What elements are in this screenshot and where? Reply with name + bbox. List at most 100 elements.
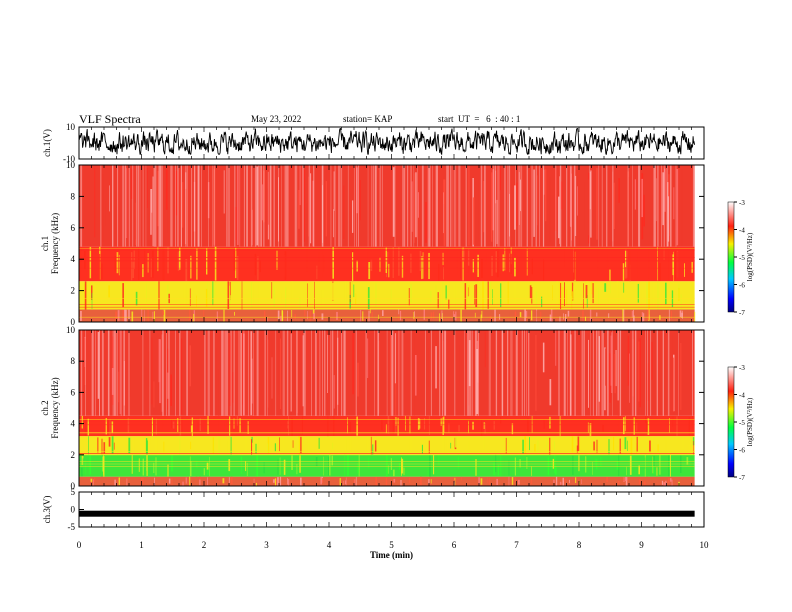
- spectrogram-streak: [647, 330, 648, 416]
- spectrogram-streak: [243, 165, 245, 247]
- spectrogram-streak: [186, 283, 188, 310]
- spectrogram-streak: [185, 477, 187, 484]
- spectrogram-streak: [462, 247, 464, 281]
- spectrogram-streak: [136, 165, 137, 247]
- spectrogram-streak: [81, 478, 83, 486]
- spectrogram-streak: [226, 330, 227, 416]
- spectrogram-streak: [546, 440, 548, 447]
- spectrogram-streak: [605, 348, 607, 386]
- spectrogram-streak: [209, 330, 211, 415]
- spectrogram-streak: [306, 203, 308, 245]
- spectrogram-streak: [428, 440, 430, 454]
- spectrogram-streak: [413, 312, 415, 320]
- spectrogram-streak: [345, 330, 346, 416]
- spectrogram-streak: [631, 310, 633, 318]
- spectrogram-streak: [356, 416, 358, 436]
- spectrogram-streak: [152, 250, 154, 278]
- spectrogram-streak: [304, 330, 305, 416]
- spectrogram-streak: [468, 330, 470, 416]
- spectrogram-streak: [638, 479, 641, 485]
- spectrogram-streak: [270, 165, 272, 247]
- spectrogram-streak: [332, 442, 334, 449]
- spectrogram-streak: [436, 165, 438, 247]
- spectrogram-streak: [577, 186, 578, 216]
- spectrogram-streak: [661, 165, 663, 247]
- y-axis-label: Frequency (kHz): [50, 213, 60, 274]
- spectrogram-streak: [442, 252, 444, 266]
- spectrogram-streak: [645, 482, 647, 486]
- spectrogram-streak: [263, 170, 265, 223]
- spectrogram-streak: [477, 330, 479, 416]
- spectrogram-streak: [243, 333, 245, 416]
- spectrogram-streak: [287, 310, 288, 322]
- spectrogram-streak: [155, 418, 157, 435]
- spectrogram-streak: [277, 459, 279, 475]
- spectrogram-streak: [550, 309, 553, 322]
- spectrogram-streak: [163, 330, 164, 416]
- spectrogram-streak: [441, 310, 443, 322]
- spectrogram-streak: [428, 479, 430, 485]
- spectrogram-streak: [267, 330, 268, 416]
- spectrogram-streak: [238, 330, 239, 416]
- spectrogram-streak: [480, 478, 483, 485]
- spectrogram-streak: [537, 361, 538, 397]
- y-tick-label: 4: [71, 419, 76, 429]
- spectrogram-streak: [124, 330, 125, 416]
- spectrogram-streak: [516, 330, 518, 416]
- spectrogram-streak: [401, 255, 404, 278]
- spectrogram-streak: [371, 165, 373, 247]
- spectrogram-streak: [589, 423, 592, 436]
- spectrogram-streak: [569, 330, 571, 416]
- spectrogram-streak: [343, 330, 345, 416]
- spectrogram-streak: [315, 457, 318, 467]
- spectrogram-streak: [280, 292, 282, 303]
- spectrogram-streak: [308, 176, 310, 237]
- spectrogram-streak: [377, 330, 379, 416]
- spectrogram-streak: [284, 254, 286, 277]
- spectrogram-streak: [250, 331, 252, 416]
- spectrogram-streak: [558, 196, 560, 239]
- spectrogram-streak: [510, 330, 512, 416]
- y-tick-label: 6: [71, 387, 76, 397]
- spectrogram-streak: [631, 330, 633, 416]
- spectrogram-streak: [450, 165, 452, 247]
- spectrogram-streak: [312, 309, 315, 314]
- spectrogram-streak: [607, 330, 609, 416]
- spectrogram-streak: [614, 354, 616, 394]
- spectrogram-streak: [665, 436, 667, 454]
- spectrogram-streak: [609, 353, 611, 403]
- spectrogram-streak: [567, 330, 568, 416]
- spectrogram-streak: [387, 465, 389, 474]
- spectrogram-streak: [125, 286, 127, 307]
- spectrogram-streak: [269, 169, 271, 241]
- spectrogram-streak: [207, 282, 208, 298]
- spectrogram-streak: [228, 165, 230, 247]
- spectrogram-streak: [678, 330, 679, 416]
- spectrogram-streak: [185, 311, 187, 317]
- y-axis-label: Frequency (kHz): [50, 377, 60, 438]
- spectrogram-streak: [654, 165, 656, 247]
- spectrogram-streak: [475, 330, 477, 416]
- spectrogram-streak: [172, 165, 173, 247]
- spectrogram-streak: [343, 330, 345, 416]
- spectrogram-streak: [290, 333, 292, 412]
- spectrogram-streak: [641, 289, 643, 309]
- spectrogram-streak: [213, 168, 216, 245]
- spectrogram-streak: [129, 360, 131, 397]
- spectrogram-streak: [610, 455, 613, 475]
- spectrogram-streak: [378, 340, 380, 414]
- spectrogram-streak: [171, 477, 173, 486]
- spectrogram-streak: [366, 251, 369, 277]
- spectrogram-streak: [535, 165, 537, 247]
- spectrogram-streak: [314, 166, 316, 245]
- spectrogram-streak: [332, 247, 334, 279]
- spectrogram-streak: [114, 479, 116, 486]
- spectrogram-streak: [451, 165, 453, 247]
- spectrogram-streak: [609, 269, 611, 281]
- spectrogram-streak: [277, 310, 280, 320]
- spectrogram-streak: [203, 310, 205, 322]
- spectrogram-streak: [481, 259, 483, 278]
- spectrogram-streak: [162, 310, 164, 315]
- spectrogram-streak: [599, 456, 601, 468]
- spectrogram-streak: [362, 311, 364, 321]
